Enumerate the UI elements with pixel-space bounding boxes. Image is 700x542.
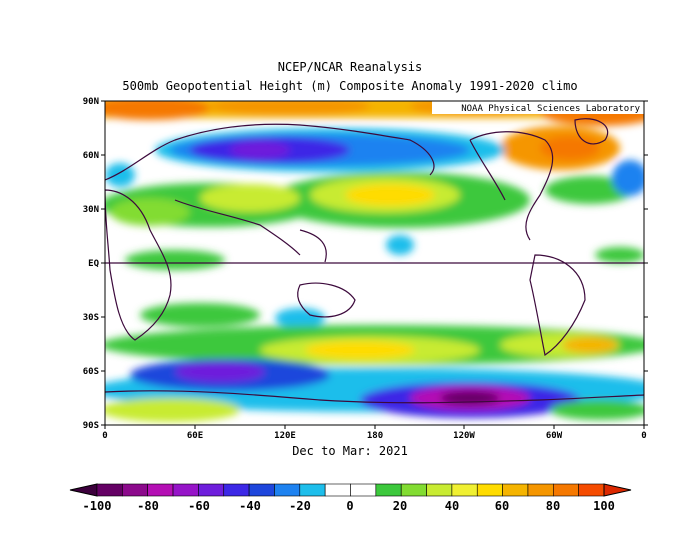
colorbar-label: 20 (393, 499, 407, 513)
colorbar-swatch (350, 483, 377, 497)
figure-subtitle: 500mb Geopotential Height (m) Composite … (122, 79, 578, 93)
figure-title: NCEP/NCAR Reanalysis (277, 60, 423, 74)
colorbar-swatch (451, 483, 478, 497)
colorbar-label: -20 (289, 499, 311, 513)
lon-label-120w: 120W (453, 431, 475, 441)
colorbar-left-arrow (69, 483, 98, 497)
lon-label-60e: 60E (187, 431, 203, 441)
colorbar-label: -60 (188, 499, 210, 513)
colorbar-swatch (96, 483, 123, 497)
lon-label-180: 180 (367, 431, 383, 441)
colorbar-label: 80 (546, 499, 560, 513)
colorbar-label: 100 (593, 499, 615, 513)
colorbar-swatch (198, 483, 225, 497)
lat-label-90s: 90S (83, 421, 99, 431)
latitude-axis: 90N 60N 30N EQ 30S 60S 90S (83, 97, 648, 431)
period-label: Dec to Mar: 2021 (292, 444, 408, 458)
colorbar-right-arrow (603, 483, 632, 497)
colorbar-swatch (147, 483, 174, 497)
colorbar-labels: -100 -80 -60 -40 -20 0 20 40 60 80 100 (83, 499, 615, 513)
credit-label: NOAA Physical Sciences Laboratory (461, 104, 640, 114)
colorbar-label: -80 (137, 499, 159, 513)
lon-label-120e: 120E (274, 431, 296, 441)
colorbar-swatch (248, 483, 275, 497)
colorbar-label: 60 (495, 499, 509, 513)
anomaly-field (105, 101, 644, 425)
colorbar-label: 0 (346, 499, 353, 513)
colorbar-swatch (552, 483, 579, 497)
lat-label-30s: 30S (83, 313, 99, 323)
lat-label-eq: EQ (88, 259, 99, 269)
colorbar-swatch (223, 483, 250, 497)
lon-label-0-right: 0 (641, 431, 646, 441)
colorbar-swatch (375, 483, 402, 497)
coastlines (105, 118, 644, 404)
colorbar-swatch (578, 483, 605, 497)
lat-label-60n: 60N (83, 151, 99, 161)
colorbar-swatch (172, 483, 199, 497)
colorbar-swatch (476, 483, 503, 497)
colorbar (69, 483, 632, 497)
colorbar-swatch (502, 483, 529, 497)
colorbar-label: 40 (445, 499, 459, 513)
colorbar-swatch (299, 483, 326, 497)
longitude-axis: 0 60E 120E 180 120W 60W 0 (102, 425, 647, 441)
lat-label-90n: 90N (83, 97, 99, 107)
colorbar-swatch (527, 483, 554, 497)
colorbar-label: -40 (239, 499, 261, 513)
colorbar-label: -100 (83, 499, 112, 513)
colorbar-swatch (400, 483, 427, 497)
colorbar-swatch (324, 483, 351, 497)
lon-label-60w: 60W (546, 431, 563, 441)
colorbar-swatch (426, 483, 453, 497)
lat-label-30n: 30N (83, 205, 99, 215)
lat-label-60s: 60S (83, 367, 99, 377)
colorbar-swatch (122, 483, 148, 497)
colorbar-swatch (274, 483, 301, 497)
lon-label-0-left: 0 (102, 431, 107, 441)
credit-box (432, 101, 644, 114)
